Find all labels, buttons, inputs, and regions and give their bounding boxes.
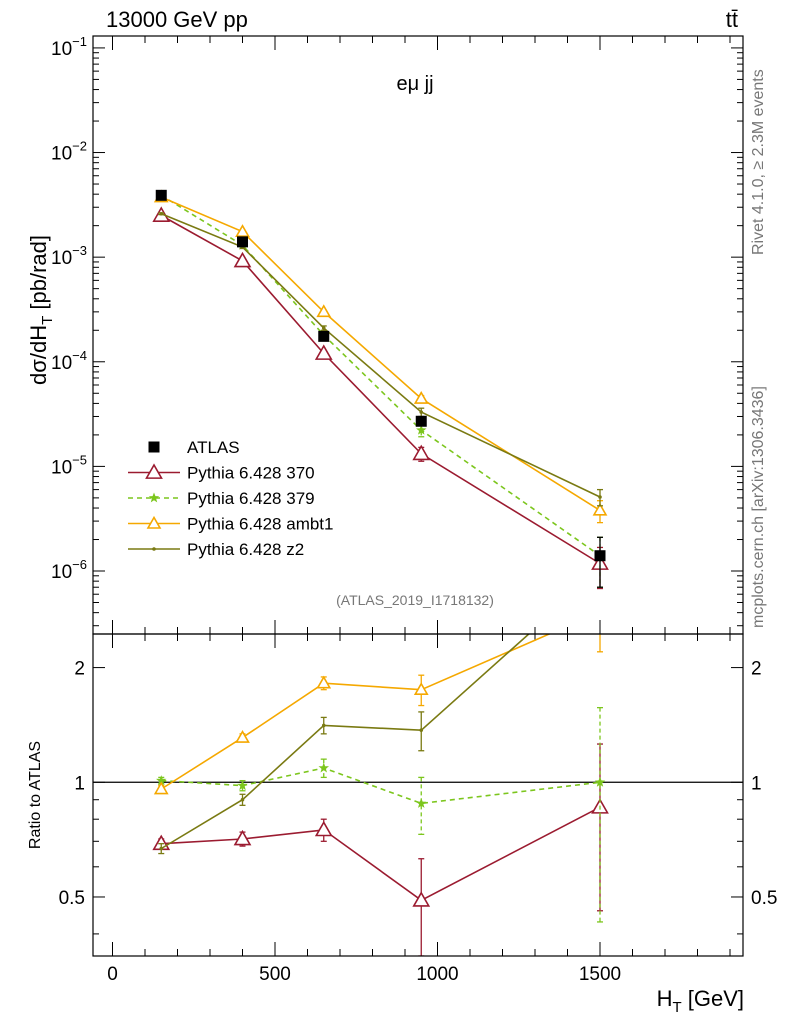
main-point-ambt1 [316, 304, 332, 318]
main-line-p370 [160, 214, 601, 565]
rivet-label: Rivet 4.1.0, ≥ 2.3M events [750, 69, 767, 255]
ratio-point-ambt1 [235, 729, 250, 743]
ratio-point-ambt1 [316, 675, 332, 689]
main-point-atlas [415, 415, 427, 427]
ratio-y-tick-label: 2 [74, 659, 85, 680]
ratio-point-p370 [412, 891, 431, 907]
main-point-ambt1 [592, 502, 608, 516]
main-point-z2 [159, 211, 164, 216]
ratio-point-p379 [237, 780, 248, 791]
ratio-line-p370 [161, 806, 601, 902]
main-y-tick-label: 10−5 [51, 452, 87, 478]
ratio-point-p370 [314, 820, 333, 837]
x-tick-label: 500 [259, 964, 291, 985]
x-axis-label: HT [GeV] [657, 986, 744, 1016]
process-label: tt̄ [726, 7, 738, 32]
channel-label: eμ jj [396, 73, 433, 95]
energy-label: 13000 GeV pp [106, 7, 248, 32]
ratio-point-z2 [159, 846, 164, 851]
ratio-frame [92, 633, 744, 957]
ratio-point-ambt1 [413, 682, 429, 695]
main-point-atlas [594, 550, 606, 562]
legend-label-p379: Pythia 6.428 379 [187, 489, 315, 508]
ratio-y-axis-label: Ratio to ATLAS [27, 741, 44, 849]
ratio-axes: 0.5 0.5 1 1 2 2 0 500 1000 1500 [59, 634, 777, 985]
ratio-point-ambt1 [153, 781, 169, 795]
main-y-tick-label: 10−3 [51, 243, 87, 269]
legend-label-atlas: ATLAS [187, 438, 240, 457]
main-y-tick-label: 10−4 [51, 348, 87, 374]
legend-marker-atlas [148, 441, 160, 453]
ratio-point-ambt1 [594, 606, 606, 617]
x-tick-label: 1500 [579, 964, 621, 985]
legend-marker-z2 [152, 547, 156, 551]
main-point-z2 [598, 495, 602, 499]
main-point-p370 [314, 344, 333, 360]
ratio-y-tick-label: 0.5 [59, 888, 85, 909]
main-point-atlas [155, 189, 167, 201]
ratio-marks [152, 606, 609, 956]
legend-marker-p379 [148, 492, 160, 503]
main-point-ambt1 [413, 390, 429, 404]
legend-label-p370: Pythia 6.428 370 [187, 464, 315, 483]
ratio-line-p379 [161, 767, 601, 805]
ratio-point-p379 [156, 775, 167, 786]
legend-label-ambt1: Pythia 6.428 ambt1 [187, 515, 333, 534]
ratio-point-p379 [318, 762, 329, 773]
main-y-tick-label: 10−6 [51, 557, 87, 583]
ratio-point-p370 [233, 829, 252, 846]
ratio-y-tick-label-right: 2 [751, 659, 762, 680]
ratio-point-p379 [594, 776, 606, 787]
main-point-z2 [321, 326, 326, 330]
ratio-point-p379 [416, 797, 427, 808]
main-point-atlas [318, 330, 330, 342]
mcplots-label: mcplots.cern.ch [arXiv:1306.3436] [750, 386, 767, 628]
ratio-point-z2 [240, 797, 245, 802]
main-y-tick-label: 10−1 [51, 34, 87, 60]
analysis-id: (ATLAS_2019_I1718132) [336, 592, 494, 608]
ratio-point-z2 [321, 723, 326, 728]
main-point-p370 [412, 444, 431, 461]
main-point-ambt1 [235, 224, 250, 238]
ratio-point-z2 [419, 728, 424, 732]
legend-marker-ambt1 [146, 515, 162, 529]
legend: ATLAS Pythia 6.428 370 Pythia 6.428 379 Pyt… [128, 438, 333, 559]
x-tick-label: 0 [107, 964, 118, 985]
ratio-line-z2 [160, 634, 531, 850]
main-marks [152, 189, 609, 590]
legend-label-z2: Pythia 6.428 z2 [187, 540, 304, 559]
ratio-line-ambt1 [160, 634, 552, 790]
ratio-y-tick-label-right: 0.5 [751, 888, 777, 909]
main-axes: 10−6 10−5 10−4 10−3 10−2 10−1 [51, 34, 743, 634]
main-point-atlas [237, 236, 248, 248]
x-tick-label: 1000 [416, 964, 458, 985]
main-point-p379 [416, 424, 427, 435]
ratio-y-tick-label-right: 1 [751, 773, 762, 794]
main-point-z2 [419, 410, 424, 414]
legend-marker-p370 [145, 463, 163, 479]
main-y-tick-label: 10−2 [51, 139, 87, 165]
ratio-y-tick-label: 1 [74, 773, 85, 794]
main-point-p370 [233, 251, 252, 268]
